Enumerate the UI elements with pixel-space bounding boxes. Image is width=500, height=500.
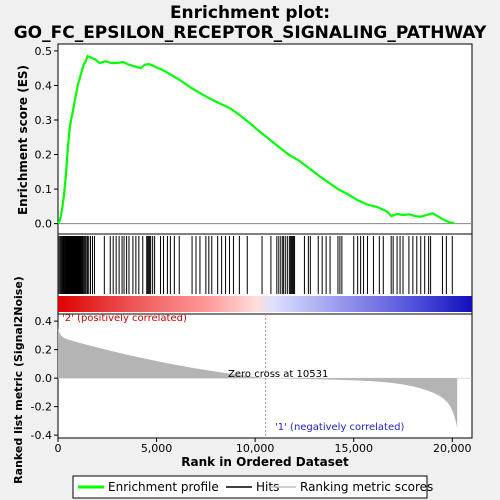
metric-area: [58, 314, 472, 438]
legend-item-hits: Hits: [256, 480, 279, 494]
metric-tick-label: 0.0: [35, 372, 53, 385]
x-axis: 0 5,000 10,000 15,000 20,000: [55, 438, 472, 455]
es-y-axis: 0.0 0.1 0.2 0.3 0.4 0.5: [35, 45, 58, 231]
enrichment-profile-line: [57, 54, 455, 225]
chart-title-line1: Enrichment plot:: [170, 3, 330, 23]
x-axis-label: Rank in Ordered Dataset: [181, 455, 349, 469]
es-axis-label: Enrichment score (ES): [16, 65, 30, 215]
rank-color-bar: [58, 296, 472, 312]
x-tick-label: 0: [55, 442, 62, 455]
es-tick-label: 0.1: [35, 183, 53, 196]
es-tick-label: 0.5: [35, 45, 53, 58]
x-tick-label: 20,000: [433, 442, 472, 455]
enrichment-profile: [57, 54, 455, 225]
metric-tick-label: 0.4: [35, 315, 53, 328]
zero-cross-label: Zero cross at 10531: [228, 369, 328, 380]
metric-tick-label: -0.4: [31, 429, 52, 442]
legend-item-profile: Enrichment profile: [108, 480, 219, 494]
x-tick-label: 10,000: [236, 442, 275, 455]
es-tick-label: 0.2: [35, 149, 53, 162]
metric-y-axis: -0.4 -0.2 0.0 0.2 0.4: [31, 315, 58, 442]
metric-tick-label: -0.2: [31, 401, 52, 414]
metric-tick-label: 0.2: [35, 344, 53, 357]
legend-item-metric: Ranking metric scores: [300, 480, 433, 494]
metric-axis-label: Ranked list metric (Signal2Noise): [12, 276, 25, 484]
es-tick-label: 0.4: [35, 79, 53, 92]
hit-markers: [58, 236, 453, 294]
negative-correlation-label: '1' (negatively correlated): [275, 422, 404, 433]
x-tick-label: 15,000: [334, 442, 373, 455]
positive-correlation-label: '2' (positively correlated): [62, 313, 187, 324]
es-panel: [57, 43, 473, 235]
chart-title-line2: GO_FC_EPSILON_RECEPTOR_SIGNALING_PATHWAY: [14, 23, 487, 43]
es-tick-label: 0.0: [35, 218, 53, 231]
x-tick-label: 5,000: [141, 442, 173, 455]
es-tick-label: 0.3: [35, 114, 53, 127]
